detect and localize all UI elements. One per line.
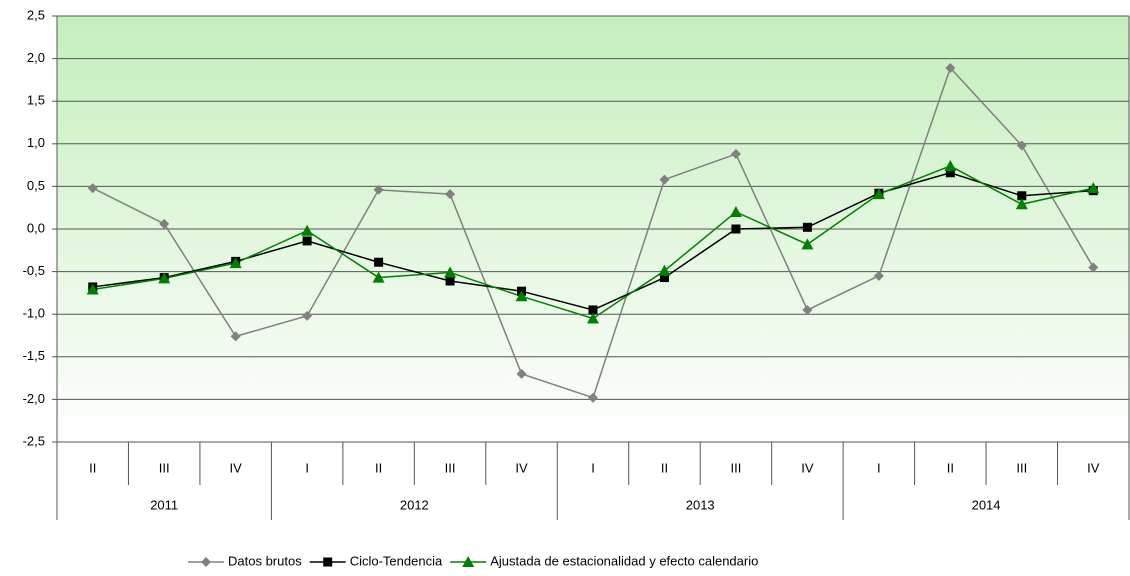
y-tick-label: -2,5 [23,433,45,448]
x-tick-label: III [731,460,742,475]
data-point [1016,140,1027,151]
data-point [945,62,956,73]
x-group-label: 2011 [150,497,178,512]
data-point [873,270,884,281]
data-point [945,168,955,178]
data-point [587,312,599,324]
x-tick-label: II [89,460,96,475]
data-point [872,188,885,200]
data-point [516,368,527,379]
data-point [87,183,98,194]
data-point [801,238,814,250]
legend-label: Ajustada de estacionalidad y efecto cale… [490,553,758,568]
data-point [159,218,170,229]
data-point [373,184,384,195]
x-tick-label: I [305,460,309,475]
data-point [731,224,741,234]
x-tick-label: III [1016,460,1027,475]
data-point [230,331,241,342]
legend-marker [462,556,475,567]
data-point [944,159,957,171]
x-tick-label: IV [230,460,243,475]
y-tick-label: 2,0 [27,50,45,65]
y-tick-label: 2,5 [27,7,45,22]
y-tick-label: 1,5 [27,93,45,108]
x-tick-label: IV [801,460,814,475]
x-tick-label: IV [515,460,528,475]
data-point [659,273,669,283]
x-tick-label: III [445,460,456,475]
data-point [302,236,312,246]
x-tick-label: II [661,460,668,475]
x-tick-label: I [877,460,881,475]
data-point [802,222,812,232]
x-tick-label: III [159,460,170,475]
data-point [1015,198,1028,210]
data-point [229,257,242,269]
y-tick-label: 1,0 [27,135,45,150]
data-point [372,271,385,283]
data-point [588,392,598,403]
data-point [302,310,313,321]
x-tick-label: I [591,460,595,475]
x-tick-label: II [947,460,954,475]
data-point [729,205,742,217]
data-point [1088,262,1099,273]
data-point [802,304,813,315]
data-point [86,283,99,295]
x-group-label: 2012 [400,497,429,512]
data-point [515,290,528,302]
legend-label: Datos brutos [228,553,302,568]
x-tick-label: II [375,460,382,475]
x-tick-label: IV [1087,460,1100,475]
legend-marker [201,557,211,567]
data-point [301,224,314,236]
data-point [588,305,598,315]
y-tick-label: -0,5 [23,263,45,278]
x-group-label: 2013 [686,497,715,512]
data-point [158,272,171,284]
data-point [658,264,671,276]
x-group-label: 2014 [972,497,1001,512]
y-tick-label: 0,0 [27,220,45,235]
data-point [1087,182,1100,194]
y-tick-label: 0,5 [27,178,45,193]
data-point [445,276,455,286]
y-tick-label: -2,0 [23,391,45,406]
y-tick-label: -1,5 [23,348,45,363]
data-point [1017,191,1027,201]
legend-label: Ciclo-Tendencia [350,553,443,568]
y-tick-label: -1,0 [23,306,45,321]
legend-marker [323,557,333,567]
data-point [445,189,456,200]
data-point [444,266,457,278]
data-point [730,149,741,160]
data-point [374,257,384,267]
data-point [659,174,670,185]
